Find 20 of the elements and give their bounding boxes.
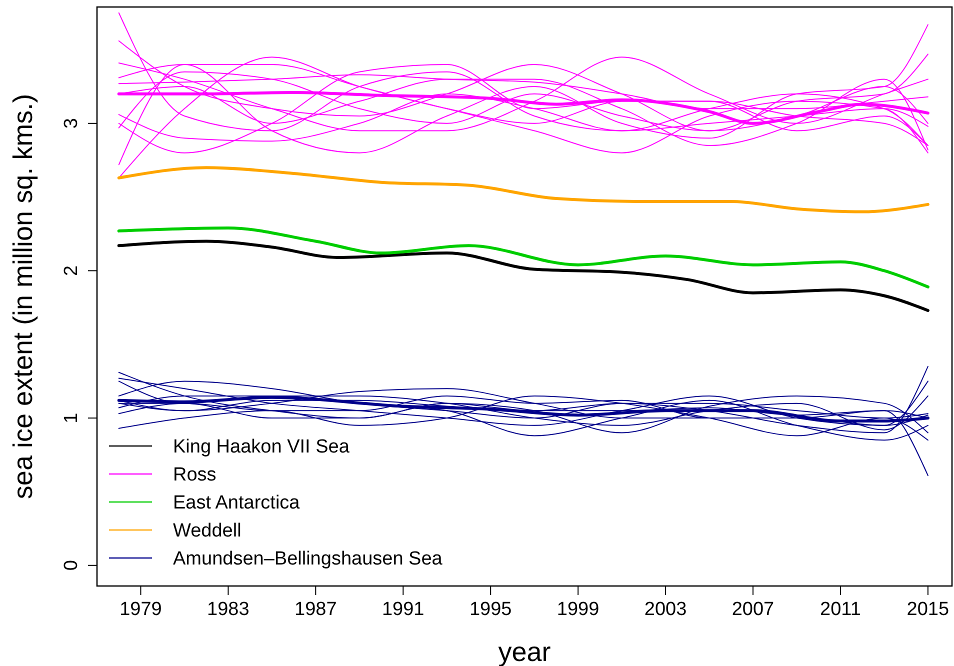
- x-tick-label: 1995: [469, 599, 512, 620]
- x-tick-label: 2015: [906, 599, 950, 620]
- y-tick-label: 2: [61, 265, 82, 276]
- x-tick-label: 1991: [382, 599, 424, 620]
- legend-label: East Antarctica: [173, 492, 300, 514]
- x-tick-label: 1979: [120, 599, 162, 620]
- x-tick-label: 1983: [207, 599, 250, 620]
- x-tick-label: 2011: [820, 599, 861, 620]
- legend-label: Amundsen–Bellingshausen Sea: [173, 548, 443, 570]
- x-tick-label: 1999: [556, 599, 600, 620]
- x-tick-label: 1987: [294, 599, 337, 620]
- y-tick-label: 1: [61, 412, 82, 424]
- y-axis-title: sea ice extent (in million sq. kms.): [8, 94, 38, 500]
- legend-label: King Haakon VII Sea: [173, 436, 350, 458]
- legend-label: Weddell: [173, 520, 242, 542]
- y-tick-label: 3: [61, 118, 82, 129]
- legend-label: Ross: [173, 464, 216, 486]
- y-tick-label: 0: [61, 560, 82, 571]
- x-tick-label: 2003: [644, 599, 687, 620]
- x-tick-label: 2007: [732, 599, 774, 620]
